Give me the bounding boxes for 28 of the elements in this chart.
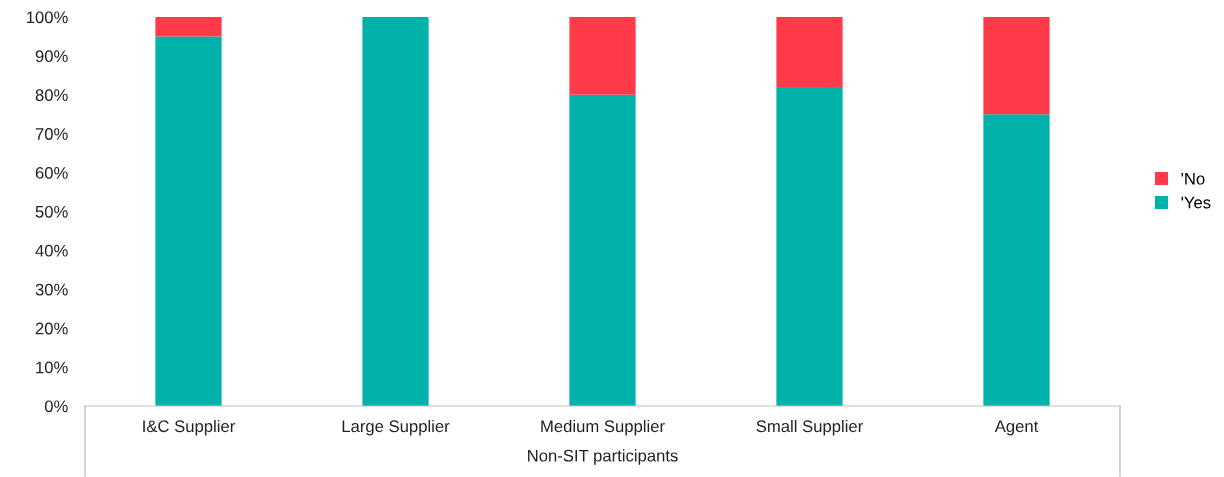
bar [569,94,636,406]
y-tick-label: 80% [35,89,68,101]
x-tick-label: Small Supplier [756,419,863,436]
x-tick-label: Medium Supplier [541,419,665,436]
bar [983,114,1050,406]
y-tick-label: 10% [36,361,68,374]
y-tick-label: 0% [44,400,68,413]
y-tick-label: 60% [35,167,68,179]
bar [155,36,222,406]
bar [569,17,636,95]
y-tick-label: 30% [35,283,68,296]
y-tick-label: 40% [35,244,68,257]
y-tick-label: 100% [26,11,68,24]
bar [983,17,1050,115]
x-tick-label: I&C Supplier [143,419,236,436]
bar [776,17,843,88]
y-tick-label: 70% [35,128,68,140]
legend-label: 'No [1181,172,1205,185]
x-axis-title: Non-SIT participants [528,449,678,465]
y-tick-label: 20% [35,322,68,335]
y-tick-label: 50% [35,205,68,218]
y-tick-label: 90% [35,50,68,63]
bar [776,87,843,406]
x-tick-label: Large Supplier [342,419,450,436]
bar [362,17,429,406]
x-tick-label: Agent [994,420,1039,436]
bar [155,17,222,37]
legend-label: 'Yes [1181,196,1211,209]
